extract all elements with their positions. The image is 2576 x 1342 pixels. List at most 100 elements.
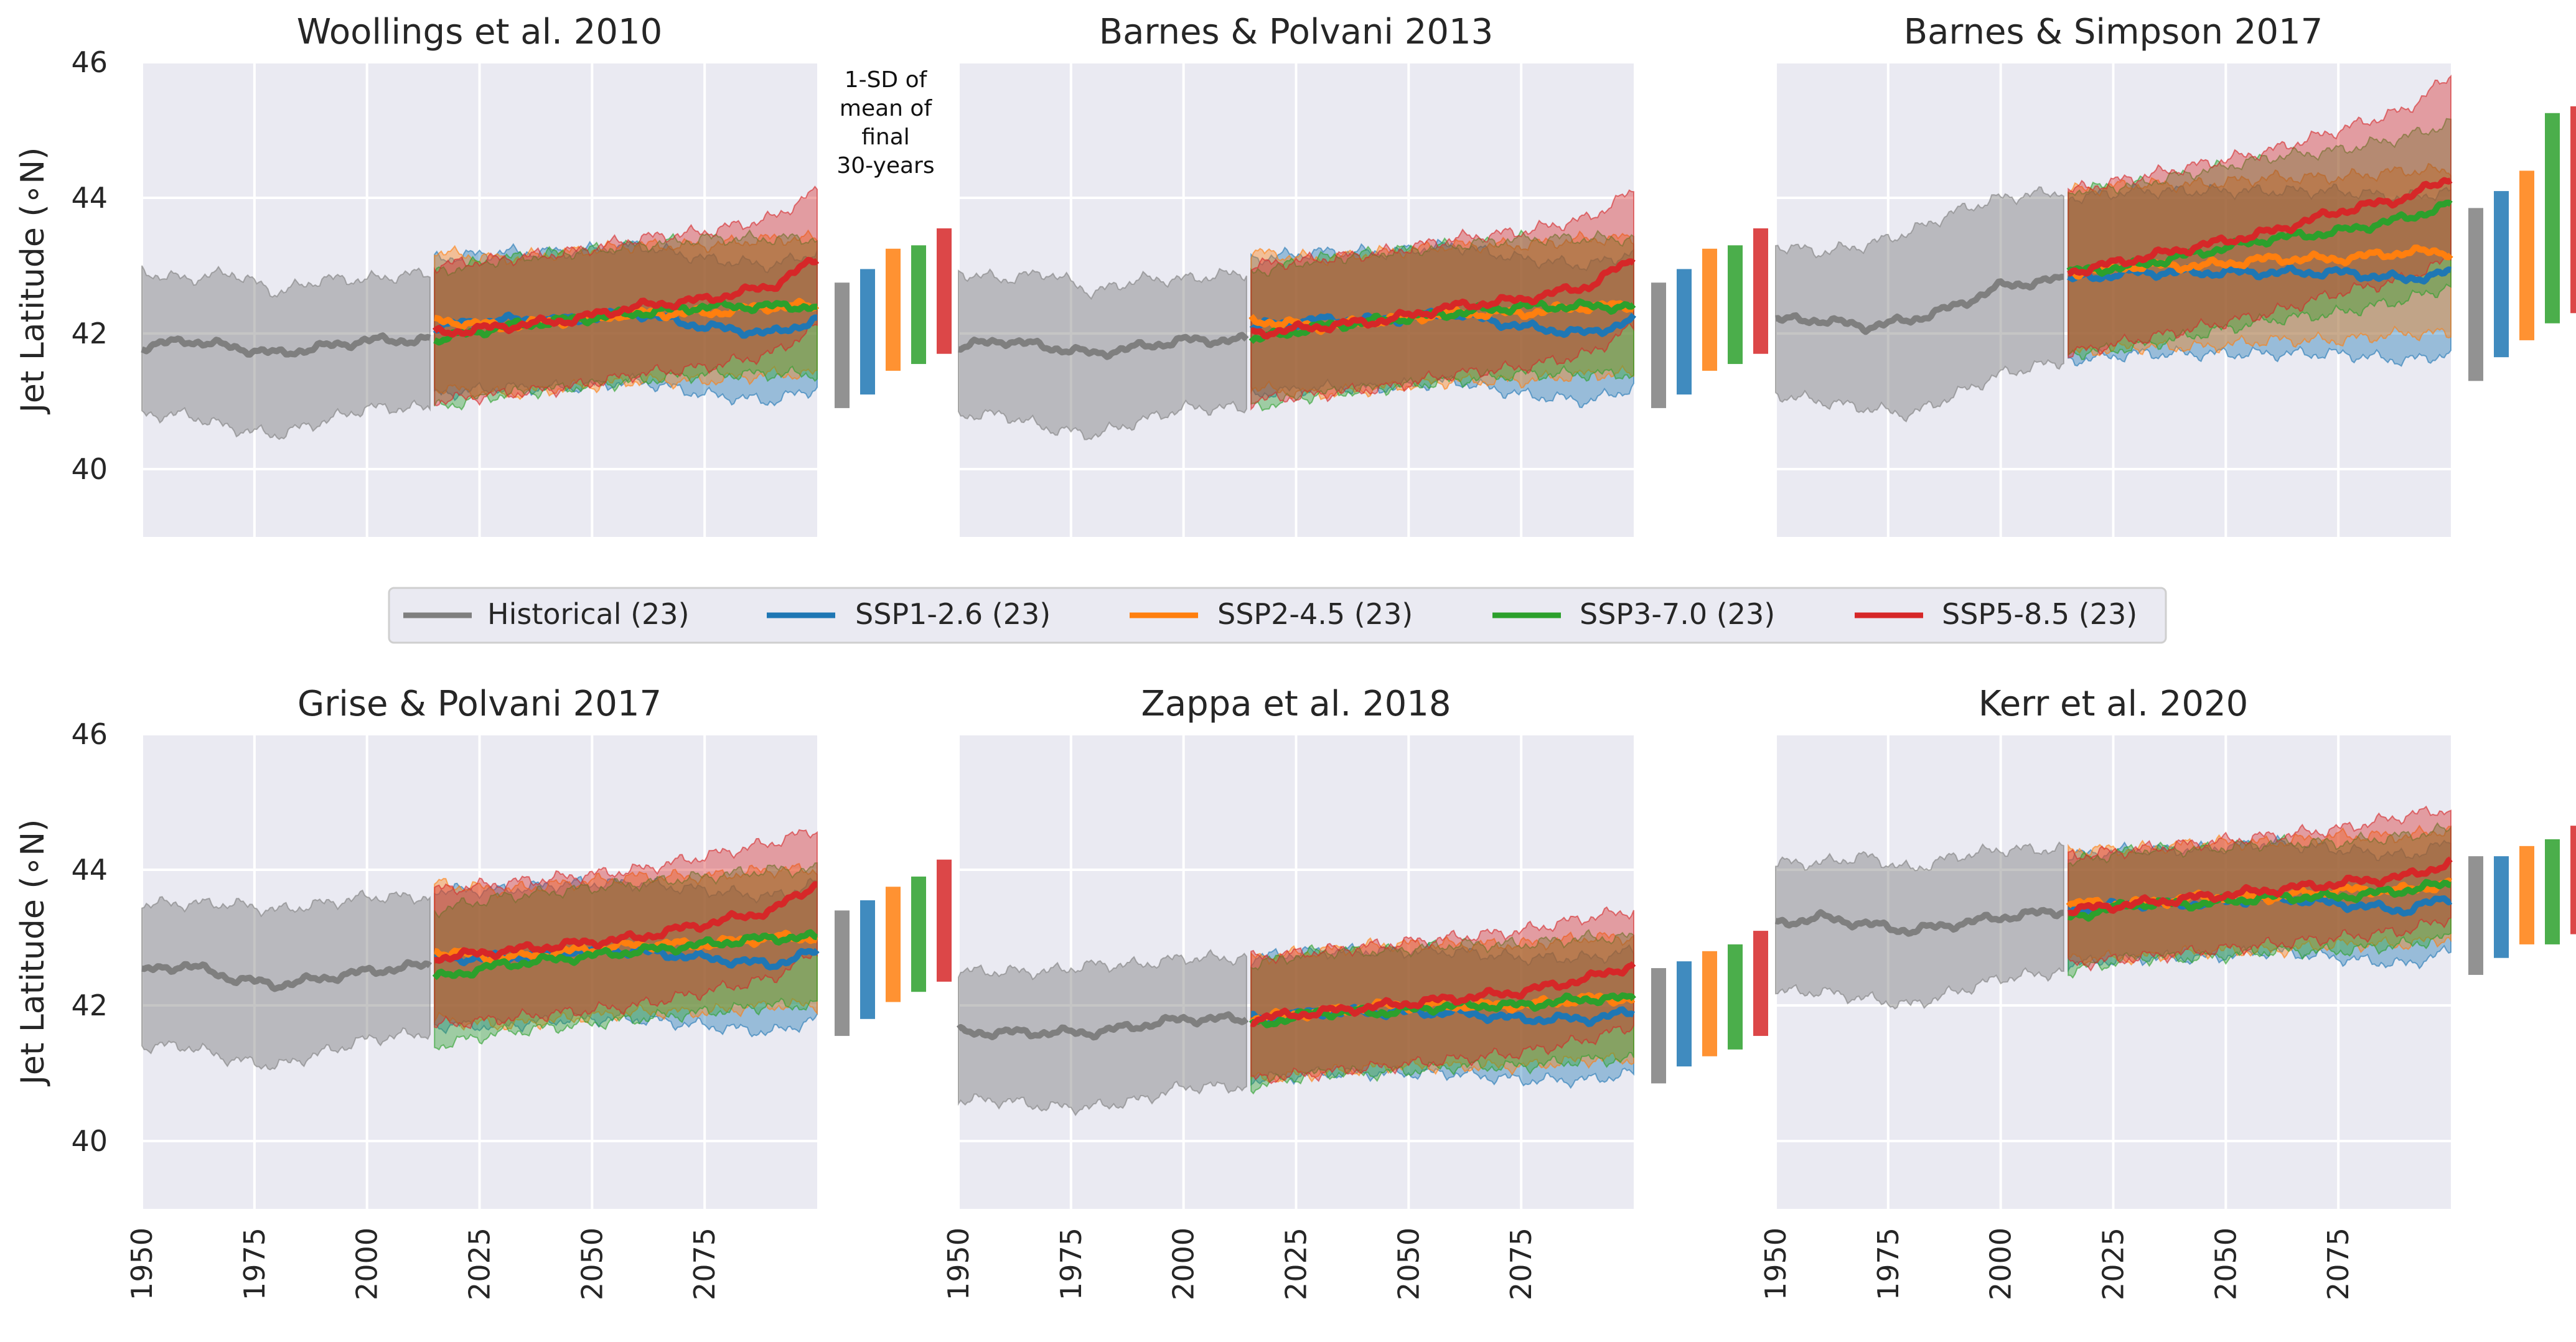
legend-label-ssp245: SSP2-4.5 (23)	[1217, 597, 1413, 631]
x-tick-label: 2025	[463, 1228, 497, 1300]
x-tick-label: 1975	[1871, 1228, 1905, 1300]
sd-bar-ssp245	[886, 248, 901, 371]
legend-label-ssp126: SSP1-2.6 (23)	[855, 597, 1051, 631]
mean-line-historical	[1774, 906, 2065, 937]
spread-band-historical	[1775, 186, 2064, 423]
chart-title: Barnes & Polvani 2013	[1099, 12, 1494, 52]
sd-note-line-2: mean of	[840, 96, 933, 121]
x-tick-label: 2000	[350, 1228, 384, 1300]
mean-line-ssp585	[433, 881, 818, 964]
y-tick-label: 44	[71, 181, 108, 215]
sd-bar-ssp126	[860, 269, 875, 395]
sd-bar-ssp585	[937, 228, 952, 354]
legend-label-ssp370: SSP3-7.0 (23)	[1580, 597, 1775, 631]
x-tick-label: 2025	[2097, 1228, 2130, 1300]
spread-band-ssp126	[434, 240, 818, 407]
sd-bar-historical	[1651, 282, 1666, 408]
mean-line-ssp585	[2067, 177, 2453, 277]
x-tick-label: 2025	[1280, 1228, 1313, 1300]
y-tick-label: 46	[71, 45, 108, 79]
y-axis-label-top: Jet Latitude (∘N)	[14, 147, 52, 415]
x-tick-label: 2000	[1984, 1228, 2018, 1300]
x-tick-label: 2075	[688, 1228, 721, 1300]
mean-line-ssp585	[1250, 258, 1636, 340]
spread-band-ssp585	[1250, 189, 1634, 411]
x-tick-label: 1950	[942, 1228, 975, 1300]
sd-bar-ssp370	[911, 876, 926, 992]
y-tick-label: 46	[71, 717, 108, 751]
y-tick-label: 40	[71, 1124, 108, 1158]
sd-bar-ssp585	[1753, 931, 1768, 1037]
sd-bar-ssp370	[1728, 245, 1743, 365]
chart-panel-3: Barnes & Simpson 2017	[1774, 12, 2576, 537]
spread-band-ssp370	[2068, 118, 2452, 360]
sd-bar-ssp126	[2494, 191, 2509, 358]
chart-title: Kerr et al. 2020	[1979, 684, 2248, 724]
x-tick-label: 1950	[1759, 1228, 1792, 1300]
sd-bar-ssp370	[2545, 839, 2560, 944]
x-tick-label: 1975	[238, 1228, 271, 1300]
sd-bar-ssp245	[1702, 248, 1717, 371]
sd-bar-ssp126	[1677, 269, 1692, 395]
legend: Historical (23) SSP1-2.6 (23) SSP2-4.5 (…	[388, 587, 2167, 644]
sd-bar-historical	[1651, 968, 1666, 1084]
chart-title: Zappa et al. 2018	[1141, 684, 1451, 724]
spread-band-ssp585	[434, 185, 818, 407]
sd-note-line-1: 1-SD of	[845, 67, 928, 93]
sd-bar-ssp126	[1677, 961, 1692, 1067]
mean-line-historical	[957, 1011, 1249, 1041]
chart-title: Barnes & Simpson 2017	[1904, 12, 2323, 52]
sd-bar-ssp585	[1753, 228, 1768, 354]
sd-note-line-3: final	[861, 124, 910, 150]
chart-panel-6: Kerr et al. 2020 1950 1975 2000 2025 2050 2075	[1759, 684, 2576, 1300]
sd-bar-ssp585	[2570, 106, 2576, 314]
spread-band-historical	[141, 889, 431, 1071]
sd-bar-historical	[835, 282, 850, 408]
sd-bar-historical	[835, 910, 850, 1037]
y-tick-label: 40	[71, 452, 108, 486]
x-tick-label: 2000	[1167, 1228, 1201, 1300]
mean-line-historical	[141, 332, 431, 358]
sd-bar-ssp585	[2570, 826, 2576, 934]
mean-line-historical	[957, 332, 1249, 360]
sd-bar-ssp370	[2545, 113, 2560, 324]
sd-bar-ssp245	[886, 887, 901, 1002]
mean-line-ssp585	[432, 256, 820, 338]
y-tick-label: 42	[71, 317, 108, 350]
mean-line-ssp370	[432, 929, 818, 981]
sd-bar-ssp370	[911, 245, 926, 365]
x-tick-label: 2050	[2209, 1228, 2242, 1300]
spread-band-ssp370	[434, 229, 818, 411]
chart-panel-5: Zappa et al. 2018 1950 1975 2000 2025 2050 207…	[942, 684, 1768, 1300]
mean-line-ssp585	[1250, 961, 1636, 1027]
spread-band-ssp245	[434, 862, 818, 1032]
x-tick-label: 2075	[1504, 1228, 1538, 1300]
x-tick-label: 2050	[575, 1228, 609, 1300]
mean-line-ssp245	[2067, 245, 2453, 280]
legend-label-ssp585: SSP5-8.5 (23)	[1942, 597, 2137, 631]
sd-bar-historical	[2468, 208, 2483, 381]
legend-label-historical: Historical (23)	[487, 597, 690, 631]
sd-bar-ssp126	[2494, 856, 2509, 958]
sd-bar-ssp245	[1702, 951, 1717, 1056]
sd-bar-ssp370	[1728, 944, 1743, 1050]
spread-band-ssp585	[2068, 74, 2452, 358]
y-tick-label: 44	[71, 853, 108, 887]
sd-note-line-4: 30-years	[836, 153, 934, 179]
chart-title: Grise & Polvani 2017	[297, 684, 662, 724]
chart-panel-4: Grise & Polvani 2017 40 42 44 46 1950 1975 2000…	[71, 684, 952, 1300]
panels: Woollings et al. 2010 40 42 44 46 Barnes & Po…	[71, 12, 2576, 1300]
legend-frame	[388, 587, 2167, 644]
sd-bar-historical	[2468, 856, 2483, 975]
spread-band-ssp585	[434, 829, 818, 1030]
sd-bar-ssp126	[860, 900, 875, 1019]
sd-bar-ssp245	[2519, 846, 2534, 944]
sd-annotation: 1-SD of mean of final 30-years	[836, 67, 934, 179]
chart-panel-1: Woollings et al. 2010 40 42 44 46	[71, 12, 952, 537]
x-tick-label: 1950	[125, 1228, 159, 1300]
mean-line-ssp585	[2067, 856, 2453, 916]
x-tick-label: 1975	[1054, 1228, 1088, 1300]
chart-title: Woollings et al. 2010	[297, 12, 663, 52]
y-axis-label-bottom: Jet Latitude (∘N)	[14, 819, 52, 1087]
